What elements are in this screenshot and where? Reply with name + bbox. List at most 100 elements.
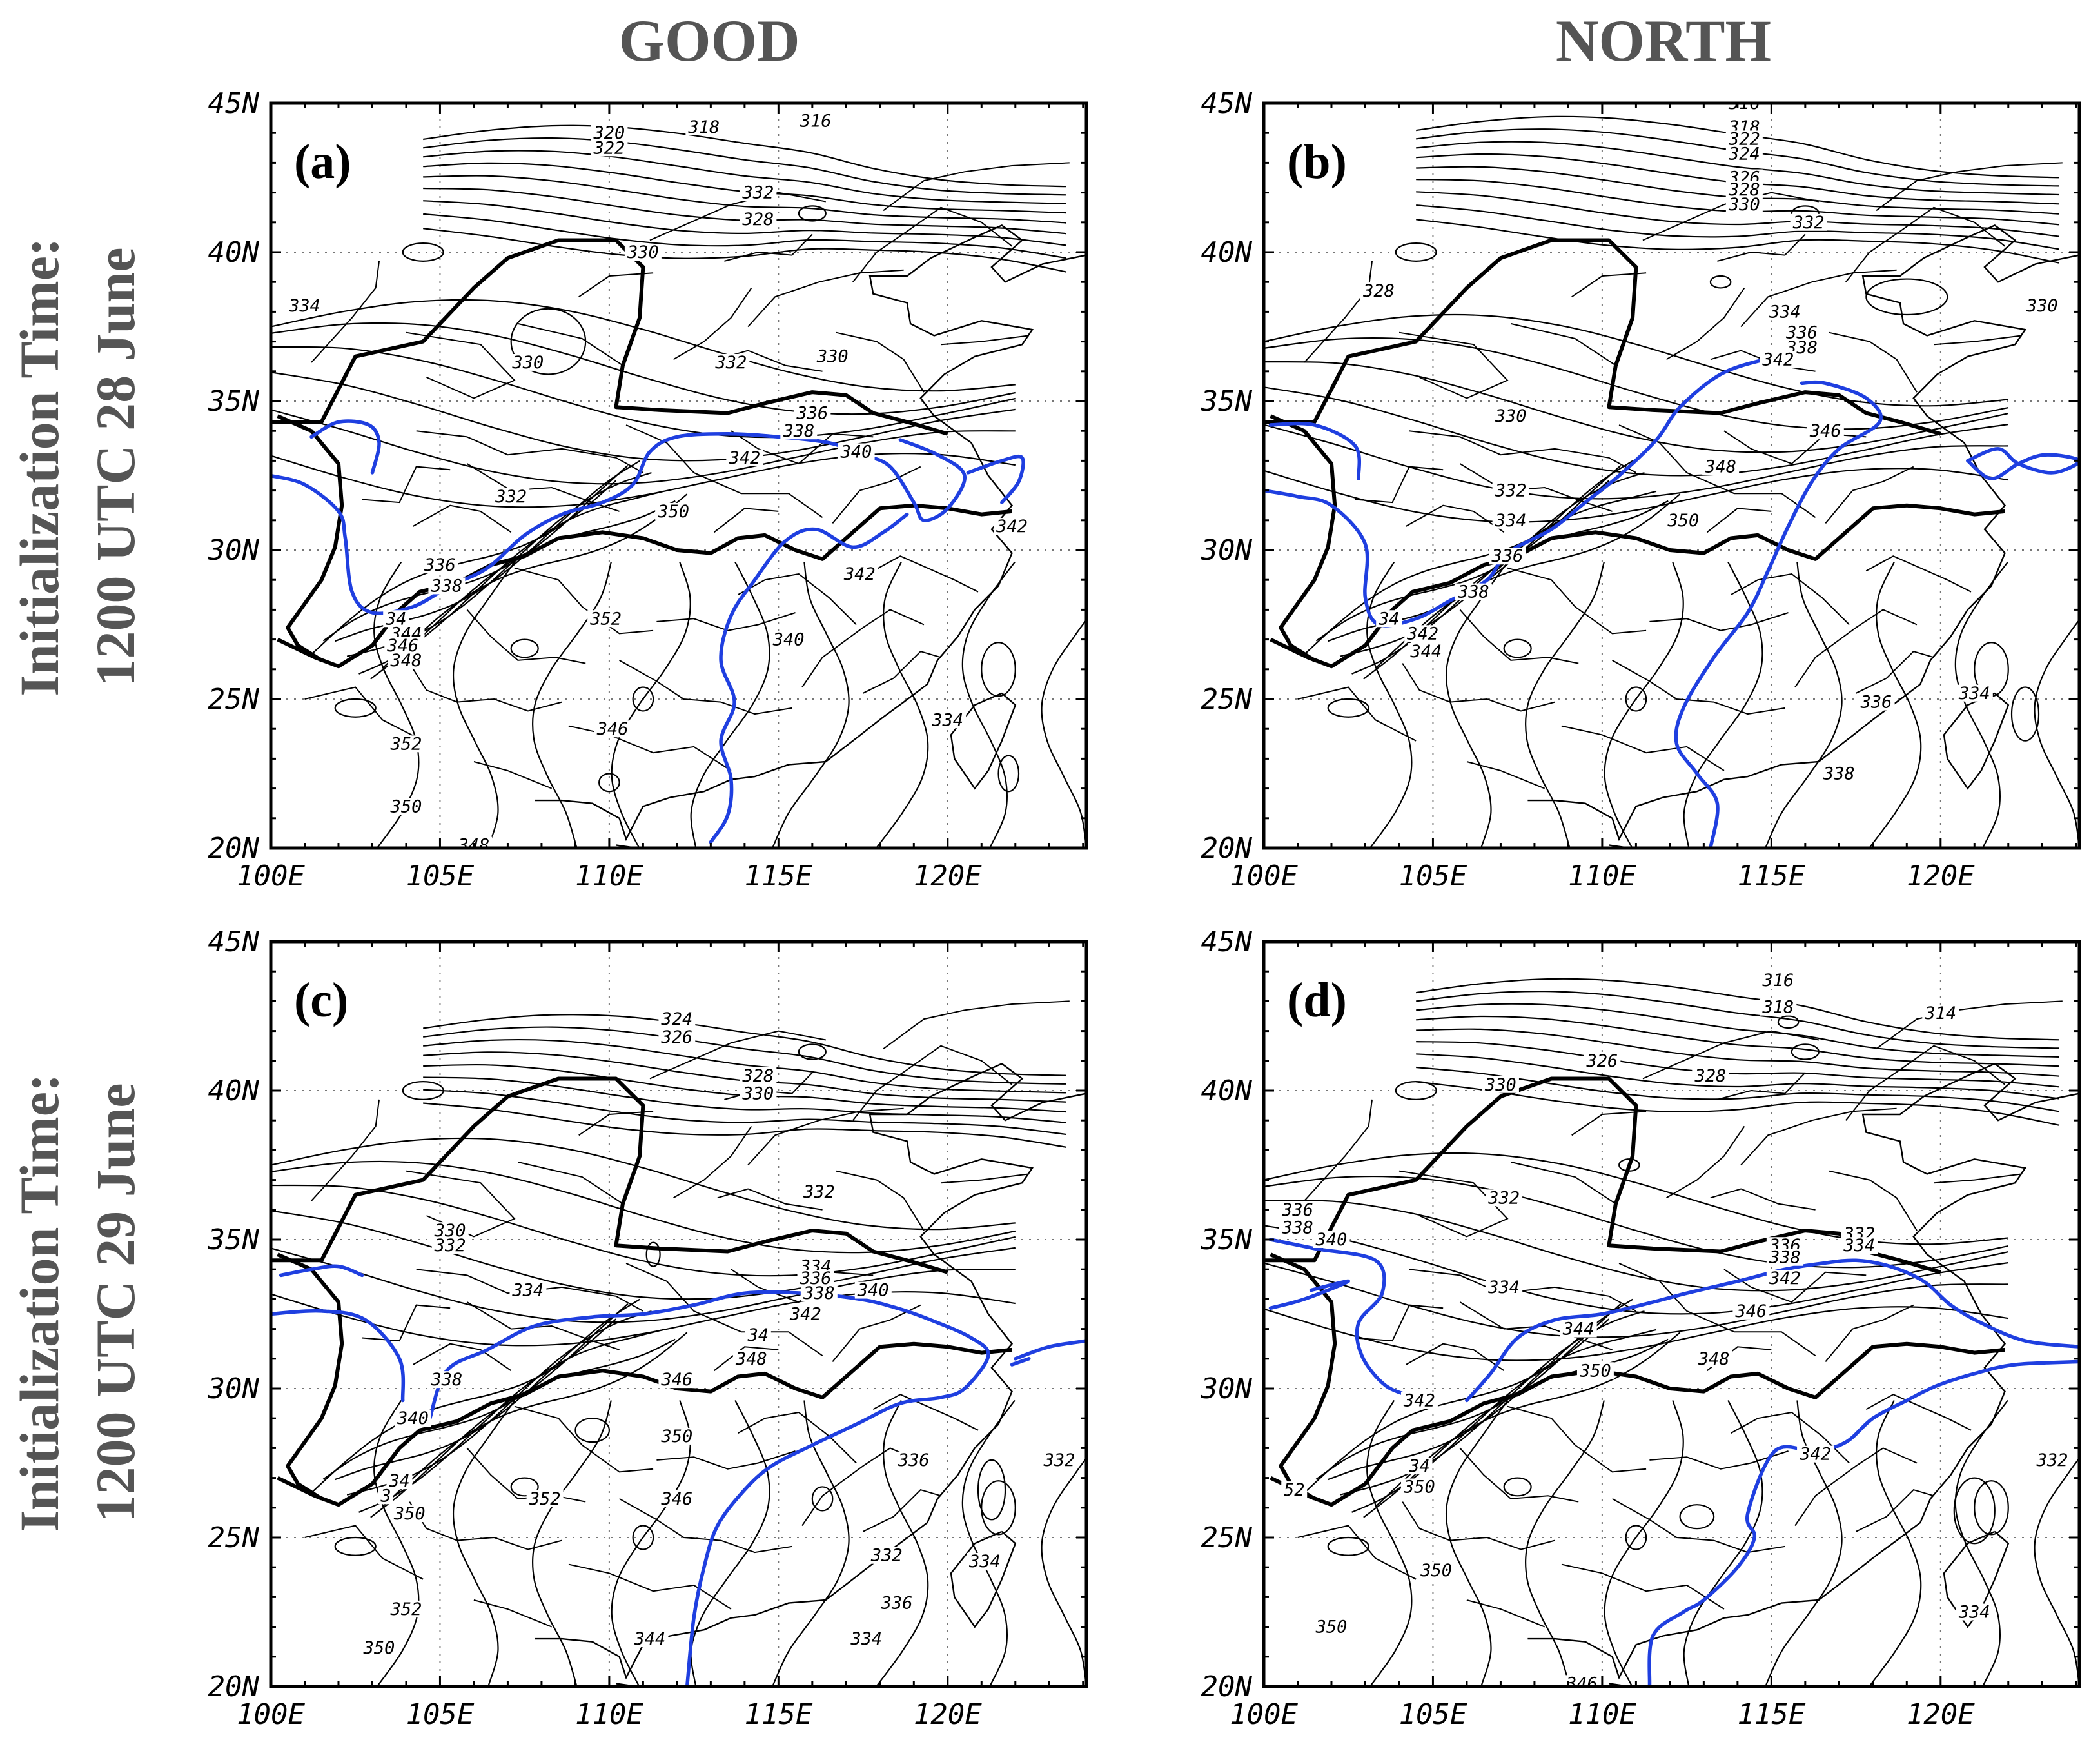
- contour-342: [1465, 1258, 2079, 1403]
- contour-label-bg: [787, 1305, 824, 1323]
- contour-label-bg: [1281, 1481, 1308, 1499]
- province-border: [747, 1107, 904, 1166]
- contour-line: [1683, 1399, 1763, 1686]
- contour-line: [532, 562, 612, 848]
- contour-loop: [1503, 1477, 1532, 1497]
- contour-label: 350: [1579, 1361, 1611, 1381]
- contour-line: [271, 322, 1016, 415]
- contour-line: [1264, 424, 2008, 500]
- contour-label: 334: [931, 710, 963, 730]
- contour-label-bg: [658, 1011, 696, 1028]
- contour-line: [1264, 313, 2008, 407]
- province-border: [836, 1170, 925, 1231]
- contour-label-bg: [1492, 408, 1529, 425]
- contour-label-bg: [1482, 1076, 1519, 1093]
- contour-label-bg: [800, 1183, 838, 1201]
- province-border: [409, 663, 562, 712]
- contour-label-bg: [388, 735, 425, 753]
- lat-label: 25N: [1201, 1521, 1253, 1554]
- basin-boundary: [1270, 503, 2005, 669]
- contour-line: [1366, 1399, 1413, 1686]
- contour-label: 332: [870, 1546, 903, 1566]
- contour-line: [311, 1318, 617, 1494]
- contour-line: [271, 453, 1016, 508]
- contour-label-bg: [431, 1237, 469, 1254]
- contour-label: 340: [857, 1281, 889, 1301]
- contour-line: [271, 371, 1016, 462]
- contour-label-bg: [1797, 1445, 1834, 1463]
- lon-label: 120E: [1907, 1698, 1975, 1731]
- contour-line: [1304, 480, 1610, 655]
- contour-label-bg: [594, 720, 631, 738]
- contour-label: 344: [1562, 1320, 1595, 1340]
- contour-label: 352: [589, 609, 622, 629]
- contour-label-bg: [658, 1427, 696, 1445]
- contour-line: [690, 561, 770, 848]
- province-border: [1402, 1501, 1555, 1550]
- lon-label: 105E: [406, 860, 474, 893]
- contour-label: 344: [633, 1629, 665, 1649]
- contour-line: [1264, 1306, 2008, 1361]
- contour-label-bg: [1400, 1478, 1438, 1496]
- lon-label: 100E: [1230, 1698, 1298, 1731]
- province-border: [1459, 1301, 1613, 1350]
- contour-label-bg: [431, 1222, 469, 1240]
- contour-label-bg: [1406, 1458, 1433, 1475]
- contour-label: 352: [390, 734, 422, 754]
- contour-label: 350: [1403, 1477, 1435, 1497]
- contour-label: 330: [741, 1084, 774, 1104]
- contour-label: 330: [1495, 406, 1527, 426]
- contour-label-bg: [388, 651, 425, 669]
- coastline: [535, 224, 1086, 842]
- contour-label-bg: [286, 297, 323, 315]
- province-border: [1612, 660, 1785, 715]
- lon-label: 100E: [237, 1698, 305, 1731]
- province-border: [1710, 350, 1816, 372]
- province-border: [649, 1030, 826, 1080]
- basin-boundary: [1264, 238, 1941, 436]
- taiwan-outline: [950, 692, 1017, 790]
- contour-label: 350: [660, 1427, 692, 1447]
- contour-label: 322: [593, 138, 625, 158]
- province-border: [731, 1269, 874, 1303]
- province-border: [731, 430, 874, 465]
- province-border: [409, 1501, 562, 1550]
- map-panel-b: 316 318 322 324 326 328 330 332 330 328 334 336 338 3…: [1201, 87, 2081, 893]
- contour-label: 340: [397, 1409, 429, 1429]
- contour-line: [1445, 561, 1509, 848]
- province-border: [1510, 322, 1616, 366]
- province-border: [625, 424, 823, 519]
- panel-tag: (c): [294, 973, 348, 1027]
- lat-label: 30N: [1201, 1372, 1253, 1405]
- map-frame: [1262, 101, 2081, 850]
- province-border: [1304, 261, 1373, 363]
- contour-line: [1264, 386, 2008, 477]
- contour-label: 338: [782, 421, 814, 441]
- contour-label-bg: [780, 422, 818, 440]
- province-border: [747, 269, 904, 328]
- contour-label: 332: [2036, 1450, 2068, 1470]
- contour-line: [1264, 468, 2008, 523]
- panel-tag-bg: [285, 126, 388, 191]
- contour-label-bg: [929, 711, 967, 729]
- contour-loop: [798, 205, 827, 222]
- contour-line: [271, 1210, 1016, 1300]
- contour-label: 334: [1958, 1603, 1990, 1623]
- lat-label: 20N: [1201, 832, 1253, 865]
- province-border: [568, 725, 732, 771]
- contour-line: [1416, 1081, 2059, 1126]
- province-border: [406, 331, 516, 399]
- province-border: [1649, 1450, 1789, 1470]
- contour-label: 338: [431, 576, 463, 596]
- province-border: [578, 1111, 654, 1136]
- lon-label: 120E: [914, 1698, 982, 1731]
- contour-label: 3: [380, 1486, 391, 1506]
- row-title-28-june: Initialization Time: 1200 UTC 28 June: [1, 228, 153, 706]
- contour-line: [1525, 562, 1605, 848]
- province-border: [619, 1498, 792, 1554]
- province-border: [1730, 573, 1850, 626]
- province-border: [1794, 609, 1918, 688]
- contour-label: 336: [1281, 1200, 1313, 1220]
- contour-line: [1416, 1053, 2059, 1100]
- contour-label-bg: [2023, 297, 2061, 315]
